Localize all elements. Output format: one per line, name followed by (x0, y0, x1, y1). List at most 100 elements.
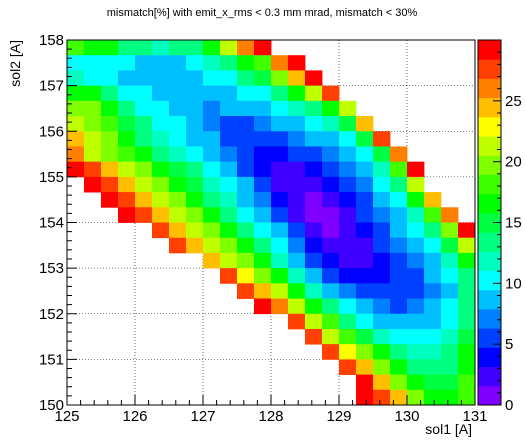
heatmap-cell (390, 252, 408, 269)
heatmap-cell (118, 116, 136, 132)
heatmap-cell (356, 116, 374, 132)
heatmap-cell (322, 237, 340, 254)
heatmap-cell (152, 222, 170, 239)
heatmap-cell (288, 176, 306, 193)
heatmap-cell (101, 176, 119, 193)
color-scale-axis: 0 5 10 15 20 25 (493, 51, 522, 414)
heatmap-cell (203, 146, 221, 163)
heatmap-cell (220, 85, 238, 102)
heatmap-cell (356, 298, 374, 315)
heatmap-cell (407, 192, 425, 208)
heatmap-cell (254, 100, 272, 117)
heatmap-cell (356, 146, 374, 163)
heatmap-cell (356, 161, 374, 178)
heatmap-cell (254, 70, 272, 87)
heatmap-cell (305, 85, 323, 102)
heatmap-cell (441, 207, 459, 223)
heatmap-cell (67, 55, 85, 71)
heatmap-cell (237, 70, 255, 87)
heatmap-cell (441, 237, 459, 254)
heatmap-cell (271, 70, 289, 87)
heatmap-cell (390, 359, 408, 375)
heatmap-cell (237, 100, 255, 117)
heatmap-cell (135, 161, 153, 178)
heatmap-cell (356, 222, 374, 239)
heatmap-cell (186, 237, 204, 254)
heatmap-cell (458, 389, 476, 406)
heatmap-cell (288, 222, 306, 239)
color-scale-segment (478, 328, 501, 348)
heatmap-cell (322, 116, 340, 132)
heatmap-cell (373, 146, 391, 163)
heatmap-cell (356, 389, 374, 406)
heatmap-cell (203, 131, 221, 147)
x-tick-label: 125 (54, 408, 79, 425)
heatmap-cell (169, 85, 187, 102)
heatmap-cell (101, 55, 119, 71)
heatmap-cell (407, 313, 425, 330)
heatmap-cell (169, 207, 187, 223)
heatmap-cell (203, 70, 221, 87)
color-scale-tick-label: 5 (505, 336, 513, 353)
heatmap-cell (458, 252, 476, 269)
heatmap-cell (118, 131, 136, 147)
heatmap-cell (356, 192, 374, 208)
heatmap-cell (288, 100, 306, 117)
heatmap-cell (305, 252, 323, 269)
heatmap-cell (271, 268, 289, 284)
x-axis-label: sol1 [A] (425, 421, 472, 437)
heatmap-cell (237, 252, 255, 269)
heatmap-cell (169, 55, 187, 71)
heatmap-cell (254, 283, 272, 299)
heatmap-cell (458, 374, 476, 391)
color-scale-bar (478, 40, 501, 406)
heatmap-cell (67, 85, 85, 102)
heatmap-cell (441, 222, 459, 239)
heatmap-cell (441, 389, 459, 406)
heatmap-cell (356, 344, 374, 360)
heatmap-cell (424, 252, 442, 269)
heatmap-cell (254, 85, 272, 102)
color-scale-tick-label: 0 (505, 397, 513, 414)
heatmap-cell (84, 40, 102, 56)
heatmap-cell (152, 161, 170, 178)
heatmap-cell (339, 252, 357, 269)
heatmap-cell (169, 176, 187, 193)
heatmap-cell (339, 207, 357, 223)
heatmap-cell (441, 374, 459, 391)
heatmap-cell (254, 298, 272, 315)
heatmap-cell (203, 176, 221, 193)
heatmap-cell (135, 55, 153, 71)
heatmap-cell (339, 268, 357, 284)
heatmap-cell (152, 176, 170, 193)
y-tick-label: 152 (39, 306, 64, 323)
heatmap-cell (186, 207, 204, 223)
heatmap-cell (203, 85, 221, 102)
heatmap-cell (271, 116, 289, 132)
heatmap-cell (203, 207, 221, 223)
heatmap-cell (220, 40, 238, 56)
heatmap-cell (288, 268, 306, 284)
heatmap-cell (84, 100, 102, 117)
heatmap-cell (169, 237, 187, 254)
y-tick-label: 158 (39, 32, 64, 49)
heatmap-cell (288, 146, 306, 163)
color-scale-tick-label: 20 (505, 154, 522, 171)
heatmap-cell (373, 192, 391, 208)
heatmap-cell (203, 116, 221, 132)
heatmap-cell (390, 328, 408, 345)
heatmap-cell (237, 237, 255, 254)
y-tick-label: 156 (39, 123, 64, 140)
heatmap-cell (237, 207, 255, 223)
heatmap-cell (254, 131, 272, 147)
heatmap-cell (390, 268, 408, 284)
heatmap-cell (152, 100, 170, 117)
heatmap-cell (220, 207, 238, 223)
heatmap-cell (424, 268, 442, 284)
heatmap-cell (135, 85, 153, 102)
heatmap-cell (135, 40, 153, 56)
heatmap-cell (220, 161, 238, 178)
heatmap-cell (237, 283, 255, 299)
heatmap-cell (169, 70, 187, 87)
heatmap-cell (67, 131, 85, 147)
